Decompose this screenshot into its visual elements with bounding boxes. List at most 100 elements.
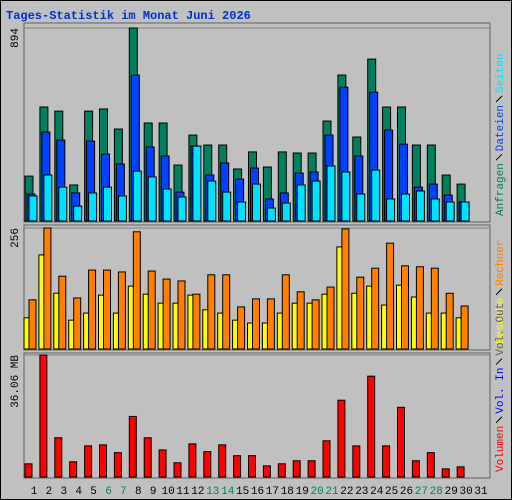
bar bbox=[147, 270, 156, 350]
bar bbox=[177, 196, 187, 222]
bar bbox=[322, 440, 331, 478]
x-tick-label: 29 bbox=[445, 486, 458, 498]
bar bbox=[158, 449, 167, 478]
bar bbox=[43, 227, 52, 350]
legend-separator bbox=[495, 95, 503, 103]
bar bbox=[132, 170, 142, 222]
bar bbox=[277, 463, 286, 478]
x-tick-label: 18 bbox=[281, 486, 294, 498]
bar bbox=[386, 242, 395, 350]
bar bbox=[460, 305, 469, 350]
bar bbox=[69, 461, 78, 478]
bar bbox=[88, 269, 97, 350]
bar bbox=[311, 180, 321, 222]
bar bbox=[39, 354, 48, 478]
bar bbox=[456, 466, 465, 478]
bar bbox=[177, 280, 186, 350]
x-tick-label: 10 bbox=[161, 486, 174, 498]
bar bbox=[54, 437, 63, 478]
bar bbox=[311, 299, 320, 350]
bar bbox=[341, 228, 350, 350]
legend-label: Besuche bbox=[495, 298, 507, 344]
bar bbox=[341, 171, 351, 222]
x-tick-label: 15 bbox=[236, 486, 249, 498]
bar bbox=[386, 198, 396, 222]
x-tick-label: 24 bbox=[370, 486, 384, 498]
bar bbox=[326, 165, 336, 222]
bar bbox=[203, 451, 212, 478]
legend-label: Dateien bbox=[495, 105, 507, 151]
x-tick-label: 26 bbox=[400, 486, 413, 498]
x-tick-label: 16 bbox=[251, 486, 264, 498]
bar bbox=[84, 445, 93, 478]
bar bbox=[441, 468, 450, 478]
bar bbox=[430, 198, 440, 222]
bar bbox=[307, 460, 316, 478]
x-tick-label: 23 bbox=[355, 486, 368, 498]
bar bbox=[252, 183, 261, 222]
bar bbox=[371, 267, 380, 350]
bar bbox=[401, 265, 409, 350]
bar bbox=[460, 201, 470, 222]
x-tick-label: 21 bbox=[325, 486, 339, 498]
bar bbox=[382, 445, 391, 478]
x-tick-label: 12 bbox=[191, 486, 204, 498]
bar bbox=[352, 445, 361, 478]
x-tick-label: 31 bbox=[474, 486, 488, 498]
bar bbox=[281, 202, 291, 222]
bar bbox=[411, 460, 420, 478]
bar bbox=[73, 205, 83, 222]
bar bbox=[103, 186, 112, 222]
bar bbox=[43, 174, 53, 222]
bar bbox=[337, 399, 346, 478]
bar bbox=[117, 271, 126, 350]
legend-label: Rechner bbox=[495, 240, 507, 286]
bar bbox=[162, 278, 171, 350]
legend-separator bbox=[495, 153, 503, 161]
bar bbox=[445, 201, 455, 222]
bar bbox=[99, 444, 107, 478]
bar bbox=[113, 452, 122, 478]
bar bbox=[128, 415, 137, 478]
x-tick-label: 25 bbox=[385, 486, 398, 498]
bar bbox=[58, 186, 68, 222]
bar bbox=[222, 274, 231, 350]
legend-label: Volumen bbox=[495, 426, 507, 472]
y-tick-label: 894 bbox=[10, 28, 22, 48]
bar bbox=[88, 192, 98, 222]
x-tick-label: 13 bbox=[206, 486, 219, 498]
bar bbox=[28, 195, 38, 222]
bar bbox=[173, 462, 182, 478]
x-tick-label: 28 bbox=[430, 486, 443, 498]
bar bbox=[266, 298, 275, 350]
x-tick-label: 7 bbox=[120, 486, 127, 498]
bar bbox=[356, 276, 365, 350]
bar bbox=[266, 207, 276, 222]
bar bbox=[296, 291, 305, 350]
bar bbox=[237, 306, 246, 350]
bar bbox=[58, 275, 67, 350]
bar bbox=[430, 267, 439, 350]
x-tick-label: 19 bbox=[296, 486, 309, 498]
bar bbox=[207, 180, 217, 222]
y-tick-label: 36.06 MB bbox=[10, 355, 22, 408]
legend-label: Vol. In bbox=[495, 368, 507, 414]
bar bbox=[445, 292, 454, 350]
bar bbox=[415, 190, 425, 222]
bar bbox=[73, 297, 82, 350]
x-tick-label: 17 bbox=[266, 486, 279, 498]
x-tick-label: 27 bbox=[415, 486, 428, 498]
bar bbox=[24, 463, 33, 478]
y-tick-label: 256 bbox=[10, 228, 22, 248]
chart-title: Tages-Statistik im Monat Juni 2026 bbox=[6, 9, 251, 23]
legend-label: Anfragen bbox=[495, 163, 507, 216]
legend-label: Vol. Out bbox=[495, 303, 507, 356]
x-tick-label: 5 bbox=[90, 486, 97, 498]
bar bbox=[426, 452, 435, 478]
bar bbox=[367, 375, 376, 478]
bar bbox=[326, 286, 335, 350]
x-tick-label: 6 bbox=[105, 486, 112, 498]
bar bbox=[147, 176, 157, 222]
bar bbox=[296, 184, 306, 222]
bar bbox=[28, 299, 37, 350]
